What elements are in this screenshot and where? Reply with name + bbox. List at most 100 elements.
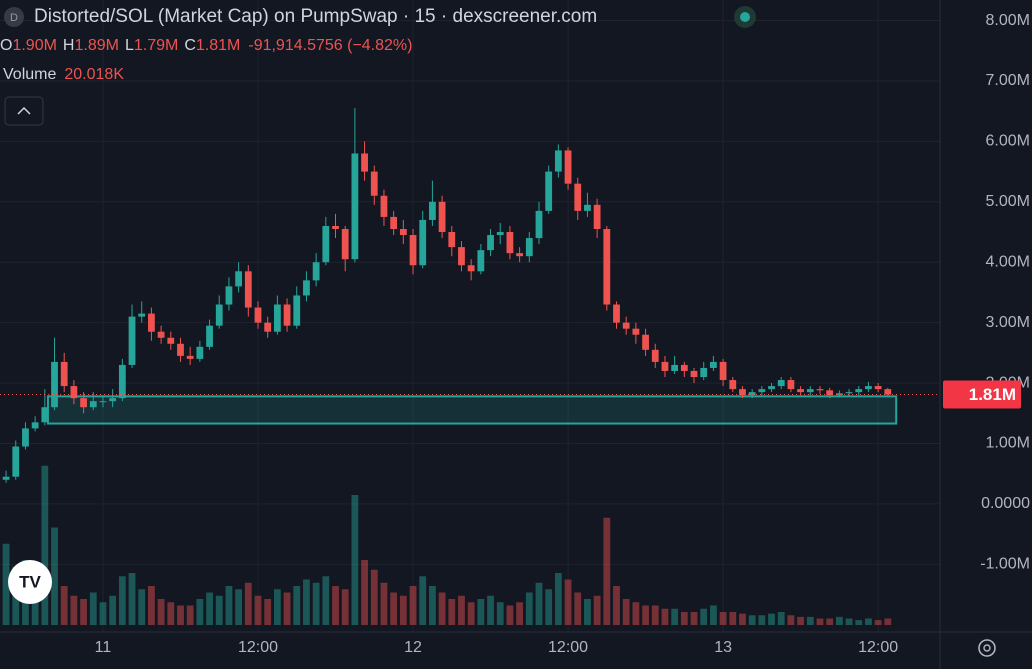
close-value: 1.81M	[196, 37, 240, 54]
candle-body	[186, 355, 194, 359]
volume-bar	[138, 589, 146, 625]
status-dot	[740, 12, 750, 22]
candle-body	[865, 386, 872, 390]
candle-body	[31, 422, 39, 429]
y-tick-label: 1.00M	[986, 435, 1030, 452]
candle-body	[254, 307, 262, 323]
candle-body	[680, 364, 688, 371]
volume-bar	[370, 569, 378, 625]
volume-bar	[206, 592, 213, 625]
volume-bar	[661, 608, 669, 625]
volume-bar	[235, 589, 243, 625]
volume-bar	[710, 605, 717, 625]
volume-bar	[758, 615, 766, 625]
volume-bar	[157, 599, 165, 625]
volume-bar	[884, 618, 892, 625]
volume-bar	[458, 595, 465, 625]
candle-body	[806, 389, 814, 393]
collapse-button[interactable]	[4, 96, 44, 126]
volume-bar	[89, 592, 97, 625]
candle-body	[370, 171, 378, 196]
volume-bar	[874, 620, 882, 625]
volume-bar	[60, 586, 68, 625]
volume-bar	[390, 592, 398, 625]
candle-body	[564, 150, 572, 184]
candle-body	[409, 235, 417, 266]
candle-body	[312, 262, 320, 281]
volume-bar	[651, 605, 659, 625]
candle-body	[690, 370, 698, 378]
ohlc-legend: O1.90M H1.89M L1.79M C1.81M -91,914.5756 (−4…	[0, 37, 412, 54]
y-tick-label: 5.00M	[986, 193, 1030, 210]
volume-bar	[748, 615, 756, 625]
candle-body	[496, 232, 504, 236]
candle-body	[593, 204, 601, 229]
candle-body	[584, 204, 591, 211]
volume-bar	[51, 527, 58, 625]
candle-body	[148, 313, 155, 332]
candle-body	[99, 401, 107, 403]
volume-bar	[351, 495, 359, 625]
candle-body	[622, 322, 630, 329]
candle-body	[283, 304, 291, 326]
x-tick-label: 12:00	[858, 639, 898, 656]
volume-bar	[244, 582, 252, 625]
close-label: C	[184, 37, 196, 54]
candle-body	[719, 361, 727, 381]
candle-body	[884, 389, 892, 395]
volume-bar	[380, 582, 388, 625]
candle-body	[797, 389, 804, 393]
y-tick-label: 4.00M	[986, 253, 1030, 270]
x-tick-label: 12:00	[238, 639, 278, 656]
volume-bar	[865, 618, 872, 625]
candle-body	[613, 304, 620, 323]
volume-bar	[361, 560, 368, 625]
volume-bar	[487, 595, 494, 625]
axes: 8.00M7.00M6.00M5.00M4.00M3.00M2.00M1.00M…	[0, 12, 1030, 656]
y-tick-label: 6.00M	[986, 133, 1030, 150]
volume-bar	[419, 576, 427, 625]
volume-bar	[797, 616, 804, 625]
candle-body	[322, 225, 330, 263]
grid	[0, 0, 940, 632]
high-label: H	[63, 37, 75, 54]
volume-bar	[283, 592, 291, 625]
volume-bar	[535, 582, 543, 625]
volume-bar	[148, 586, 155, 625]
volume-bar	[196, 599, 204, 625]
volume-bar	[826, 618, 834, 625]
candle-body	[554, 150, 562, 172]
volume-bar	[835, 616, 843, 625]
settings-icon[interactable]	[978, 639, 996, 657]
volume-bar	[816, 618, 824, 625]
candle-body	[845, 392, 853, 394]
settings-icon-center	[983, 644, 991, 652]
candle-body	[835, 393, 843, 396]
volume-legend: Volume 20.018K	[3, 66, 124, 83]
candle-body	[448, 232, 456, 248]
candle-body	[361, 153, 368, 172]
volume-bar	[545, 589, 553, 625]
candle-body	[177, 343, 184, 356]
tv-logo[interactable]	[8, 560, 52, 604]
candle-body	[777, 380, 785, 387]
candle-body	[41, 407, 49, 423]
candle-body	[225, 286, 233, 305]
volume-bar	[700, 608, 708, 625]
volume-bar	[593, 595, 601, 625]
volume-bar	[341, 589, 349, 625]
y-tick-label: 0.0000	[981, 495, 1030, 512]
candle-body	[632, 328, 640, 335]
x-tick-label: 12:00	[548, 639, 588, 656]
volume-bar	[254, 595, 262, 625]
low-value: 1.79M	[134, 37, 178, 54]
volume-bar	[622, 599, 630, 625]
candle-body	[51, 361, 58, 408]
candle-body	[748, 392, 756, 396]
volume-bar	[467, 602, 475, 625]
volume-bar	[574, 592, 582, 625]
candle-body	[60, 361, 68, 387]
volume-bar	[739, 613, 746, 625]
candle-body	[380, 195, 388, 217]
candle-body	[128, 316, 136, 365]
